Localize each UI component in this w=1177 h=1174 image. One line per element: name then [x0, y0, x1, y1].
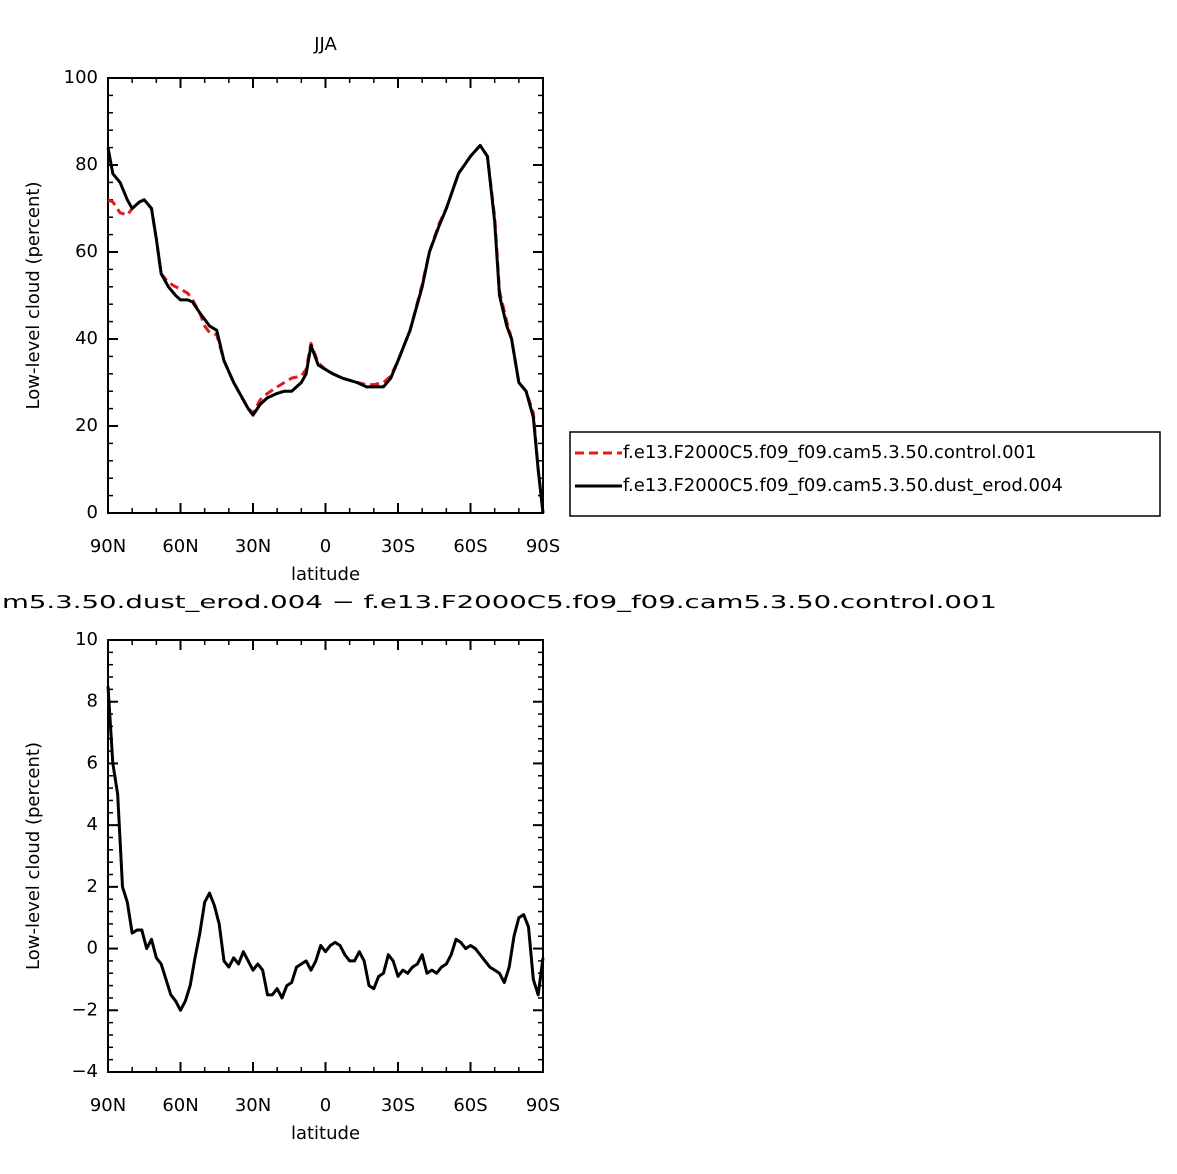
y-tick-label: 0 [87, 938, 98, 959]
y-tick-label: −4 [71, 1061, 98, 1082]
y-tick-label: 8 [87, 691, 98, 712]
x-tick-label: 90N [90, 536, 126, 557]
y-tick-label: 2 [87, 876, 98, 897]
y-tick-label: 4 [87, 814, 98, 835]
y-tick-label: 20 [75, 415, 98, 436]
chart-title: JJA [313, 34, 337, 55]
y-tick-label: 6 [87, 752, 98, 773]
y-tick-label: 10 [75, 629, 98, 650]
x-tick-label: 30N [235, 536, 271, 557]
y-tick-label: 60 [75, 241, 98, 262]
y-tick-label: 40 [75, 328, 98, 349]
legend-label: f.e13.F2000C5.f09_f09.cam5.3.50.control.… [623, 442, 1036, 463]
x-tick-label: 0 [320, 1095, 331, 1116]
x-tick-label: 30S [381, 1095, 415, 1116]
data-line [106, 686, 545, 1012]
x-tick-label: 60S [453, 1095, 487, 1116]
plot-frame [107, 77, 544, 514]
x-tick-label: 30S [381, 536, 415, 557]
x-tick-label: 90S [526, 536, 560, 557]
x-tick-label: 60S [453, 536, 487, 557]
x-tick-label: 30N [235, 1095, 271, 1116]
y-tick-label: −2 [71, 999, 98, 1020]
y-axis-label: Low-level cloud (percent) [23, 182, 44, 410]
x-tick-label: 0 [320, 536, 331, 557]
plot-frame [107, 639, 544, 1073]
data-line [106, 143, 545, 514]
data-line [107, 143, 545, 514]
legend-label: f.e13.F2000C5.f09_f09.cam5.3.50.dust_ero… [623, 475, 1063, 496]
x-tick-label: 60N [162, 1095, 198, 1116]
chart-title: m5.3.50.dust_erod.004 − f.e13.F2000C5.f0… [2, 592, 997, 613]
x-axis-label: latitude [291, 564, 360, 585]
x-tick-label: 60N [162, 536, 198, 557]
y-tick-label: 80 [75, 154, 98, 175]
y-tick-label: 100 [64, 67, 98, 88]
x-tick-label: 90N [90, 1095, 126, 1116]
y-axis-label: Low-level cloud (percent) [23, 742, 44, 970]
x-tick-label: 90S [526, 1095, 560, 1116]
legend-box [569, 431, 1161, 517]
y-tick-label: 0 [87, 502, 98, 523]
x-axis-label: latitude [291, 1123, 360, 1144]
